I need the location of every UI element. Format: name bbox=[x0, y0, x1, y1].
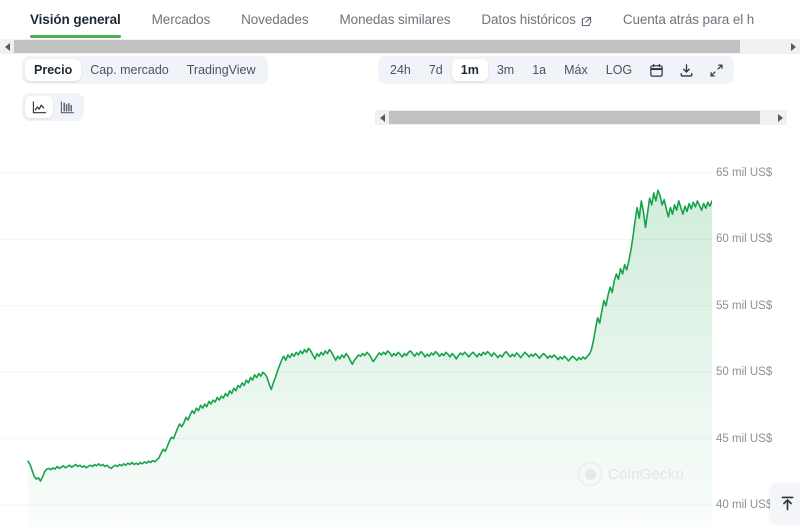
range-3m[interactable]: 3m bbox=[496, 63, 515, 77]
calendar-icon[interactable] bbox=[641, 57, 671, 83]
series-tab-precio[interactable]: Precio bbox=[25, 59, 82, 81]
candlestick-chart-icon[interactable] bbox=[53, 96, 81, 118]
external-link-icon bbox=[581, 15, 592, 26]
tab-mercados[interactable]: Mercados bbox=[151, 0, 211, 38]
y-tick-label: 60 mil US$ bbox=[716, 233, 773, 245]
scrollbar-thumb[interactable] bbox=[14, 40, 740, 53]
tab-cuenta-atras[interactable]: Cuenta atrás para el h bbox=[623, 0, 754, 38]
chart-area-fill bbox=[28, 190, 712, 527]
y-tick-label: 55 mil US$ bbox=[716, 300, 773, 312]
tab-monedas-similares[interactable]: Monedas similares bbox=[340, 0, 451, 38]
scroll-to-top-icon bbox=[781, 496, 793, 510]
range-24h[interactable]: 24h bbox=[390, 63, 411, 77]
tab-label: Cuenta atrás para el h bbox=[622, 11, 755, 27]
range-1m[interactable]: 1m bbox=[451, 59, 488, 81]
series-tab-cap-mercado[interactable]: Cap. mercado bbox=[90, 63, 169, 77]
scrollbar-thumb[interactable] bbox=[389, 111, 760, 124]
fullscreen-icon[interactable] bbox=[701, 57, 731, 83]
chart-y-axis: 65 mil US$ 60 mil US$ 55 mil US$ 50 mil … bbox=[716, 140, 800, 527]
tab-novedades[interactable]: Novedades bbox=[241, 0, 309, 38]
tab-vision-general[interactable]: Visión general bbox=[30, 0, 121, 38]
chart-line bbox=[27, 189, 712, 482]
series-tab-tradingview[interactable]: TradingView bbox=[186, 63, 256, 77]
chart-series-controls: Precio Cap. mercado TradingView bbox=[22, 56, 268, 84]
scroll-left-arrow[interactable] bbox=[0, 39, 14, 54]
chart-svg bbox=[0, 172, 712, 527]
tab-label: Novedades bbox=[241, 11, 309, 27]
range-log-toggle[interactable]: LOG bbox=[605, 63, 633, 77]
chart-type-pill-group bbox=[22, 93, 84, 121]
y-tick-label: 65 mil US$ bbox=[716, 167, 773, 179]
range-max[interactable]: Máx bbox=[564, 63, 588, 77]
series-pill-group: Precio Cap. mercado TradingView bbox=[22, 56, 268, 84]
tab-label: Monedas similares bbox=[339, 11, 451, 27]
range-pill-group: 24h 7d 1m 3m 1a Máx LOG bbox=[378, 56, 735, 84]
price-chart[interactable]: 65 mil US$ 60 mil US$ 55 mil US$ 50 mil … bbox=[0, 140, 800, 527]
chart-range-controls: 24h 7d 1m 3m 1a Máx LOG bbox=[378, 56, 735, 84]
scroll-right-arrow[interactable] bbox=[786, 39, 800, 54]
tab-datos-historicos[interactable]: Datos históricos bbox=[481, 0, 591, 38]
chart-plot-area[interactable] bbox=[0, 140, 712, 527]
download-icon[interactable] bbox=[671, 57, 701, 83]
scrollbar-track[interactable] bbox=[14, 39, 786, 54]
chart-horizontal-scrollbar[interactable] bbox=[375, 110, 787, 125]
range-7d[interactable]: 7d bbox=[428, 63, 443, 77]
y-tick-label: 50 mil US$ bbox=[716, 366, 773, 378]
chart-type-controls bbox=[22, 93, 84, 121]
scroll-to-top-button[interactable] bbox=[770, 483, 800, 523]
tab-label: Mercados bbox=[151, 11, 211, 27]
tab-label: Datos históricos bbox=[481, 11, 576, 27]
range-1a[interactable]: 1a bbox=[532, 63, 547, 77]
tabbar-horizontal-scrollbar[interactable] bbox=[0, 39, 800, 54]
line-chart-icon[interactable] bbox=[25, 96, 53, 118]
tab-label: Visión general bbox=[30, 11, 121, 27]
scroll-left-arrow[interactable] bbox=[375, 110, 389, 125]
y-tick-label: 40 mil US$ bbox=[716, 499, 773, 511]
scrollbar-track[interactable] bbox=[389, 110, 773, 125]
scroll-right-arrow[interactable] bbox=[773, 110, 787, 125]
y-tick-label: 45 mil US$ bbox=[716, 433, 773, 445]
nav-tabbar: Visión general Mercados Novedades Moneda… bbox=[0, 0, 800, 38]
